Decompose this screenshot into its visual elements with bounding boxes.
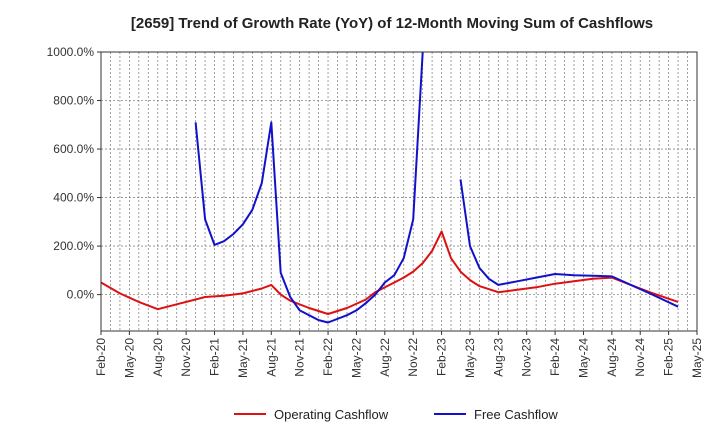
legend-label-free-cashflow: Free Cashflow [474,407,558,422]
x-tick-label: Feb-23 [435,338,449,376]
x-tick-label: May-22 [349,338,363,378]
x-tick-label: Nov-22 [406,338,420,377]
x-tick-label: Nov-20 [179,338,193,377]
x-tick-label: Aug-22 [378,338,392,377]
plot-frame [100,51,698,332]
x-tick-label: May-20 [122,338,136,378]
x-tick-label: May-21 [236,338,250,378]
chart-title: [2659] Trend of Growth Rate (YoY) of 12-… [131,15,653,32]
x-tick-label: Nov-24 [633,338,647,377]
y-tick-label: 600.0% [53,142,94,156]
legend: Operating Cashflow Free Cashflow [234,407,558,422]
x-tick-label: Feb-22 [321,338,335,376]
y-tick-label: 1000.0% [47,45,95,59]
x-tick-label: May-23 [463,338,477,378]
x-tick-label: Feb-21 [208,338,222,376]
y-tick-label: 0.0% [67,288,95,302]
x-tick-label: Aug-23 [491,338,505,377]
series-line-free-cashflow [459,179,679,308]
x-tick-label: May-25 [690,338,704,378]
x-axis-ticks: Feb-20 May-20 Aug-20 Nov-20 Feb-21 May-21 Aug-… [94,331,704,378]
x-tick-label: May-24 [576,338,590,378]
series-line-operating-cashflow [100,230,679,315]
y-axis-ticks: 0.0% 200.0% 400.0% 600.0% 800.0% 1000.0% [47,45,101,302]
x-tick-label: Feb-20 [94,338,108,376]
grid-lines [100,51,698,331]
x-tick-label: Nov-23 [520,338,534,377]
legend-label-operating-cashflow: Operating Cashflow [274,407,389,422]
x-tick-label: Feb-24 [548,338,562,376]
x-tick-label: Nov-21 [293,338,307,377]
y-tick-label: 400.0% [53,191,94,205]
series-line-free-cashflow [194,51,424,324]
plot-series [100,51,679,324]
x-tick-label: Aug-24 [605,338,619,377]
x-tick-label: Feb-25 [662,338,676,376]
x-tick-label: Aug-20 [151,338,165,377]
x-tick-label: Aug-21 [264,338,278,377]
y-tick-label: 200.0% [53,239,94,253]
y-tick-label: 800.0% [53,94,94,108]
